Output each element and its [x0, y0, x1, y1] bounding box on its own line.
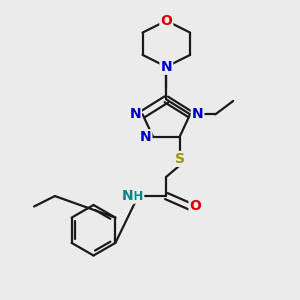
Text: N: N	[122, 189, 134, 203]
Text: H: H	[133, 190, 143, 202]
Text: N: N	[192, 107, 203, 121]
Text: N: N	[160, 60, 172, 74]
Text: N: N	[140, 130, 152, 144]
Text: N: N	[129, 107, 141, 121]
Text: O: O	[160, 14, 172, 28]
Text: O: O	[190, 200, 201, 214]
Text: S: S	[175, 152, 185, 166]
